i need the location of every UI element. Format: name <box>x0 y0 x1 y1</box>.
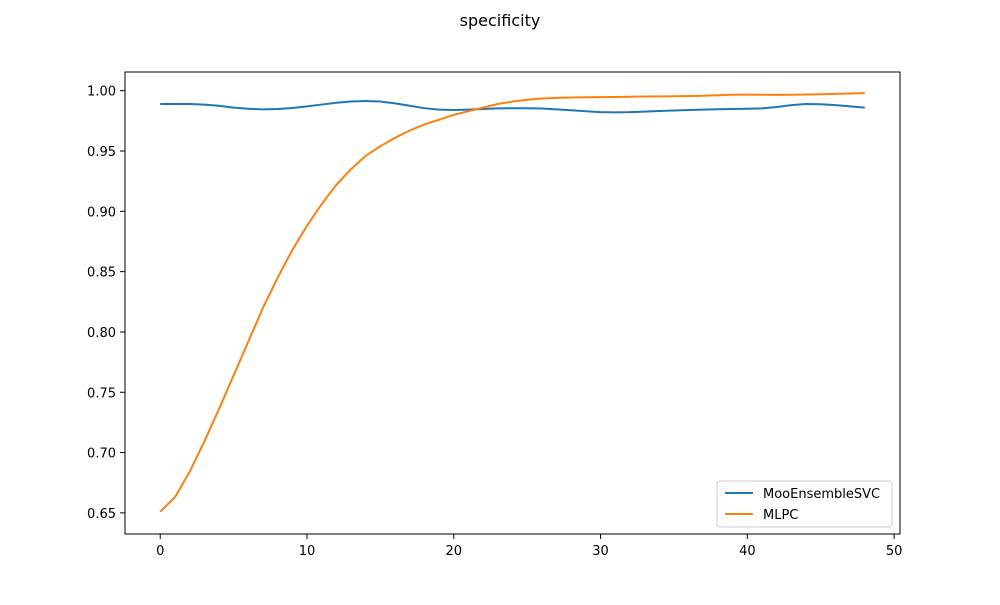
y-tick-label: 0.65 <box>87 507 116 522</box>
x-axis: 0 10 20 30 40 50 <box>156 534 902 559</box>
y-tick-label: 0.85 <box>87 266 116 281</box>
chart-title: specificity <box>460 11 541 30</box>
legend-box <box>716 480 893 528</box>
y-tick-label: 0.90 <box>87 205 116 220</box>
y-tick-label: 0.80 <box>87 326 116 341</box>
x-tick-label: 30 <box>592 544 609 559</box>
legend-label-mlpc: MLPC <box>763 508 798 523</box>
x-tick-label: 50 <box>886 544 903 559</box>
legend-label-moo-ensemble-svc: MooEnsembleSVC <box>763 487 880 502</box>
x-tick-label: 10 <box>299 544 316 559</box>
series-line-moo-ensemble-svc <box>160 99 865 114</box>
series-line-mlpc <box>159 92 865 513</box>
y-tick-label: 0.70 <box>87 447 116 462</box>
y-tick-label: 0.75 <box>87 386 116 401</box>
plot-area-frame <box>124 71 901 535</box>
x-tick-label: 40 <box>739 544 756 559</box>
y-tick-label: 1.00 <box>87 85 116 100</box>
x-tick-label: 20 <box>446 544 463 559</box>
x-tick-label: 0 <box>156 544 164 559</box>
series-layer <box>159 92 865 513</box>
legend: MooEnsembleSVC MLPC <box>716 480 893 528</box>
y-tick-label: 0.95 <box>87 145 116 160</box>
y-axis: 0.65 0.70 0.75 0.80 0.85 0.90 0.95 1.00 <box>87 85 125 522</box>
